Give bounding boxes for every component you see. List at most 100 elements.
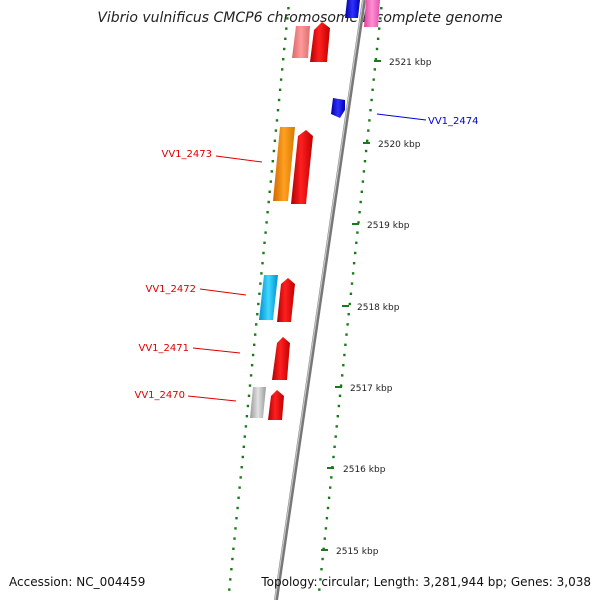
tick-mark-2517: 2517 kbp bbox=[335, 384, 393, 394]
ring-dot bbox=[241, 455, 244, 459]
gene-label-vv1-2472: VV1_2472 bbox=[146, 284, 197, 295]
ring-dot bbox=[254, 333, 257, 336]
ring-dot bbox=[251, 353, 255, 357]
ring-dot bbox=[327, 496, 331, 499]
ring-dot bbox=[285, 27, 288, 30]
ring-dot bbox=[347, 313, 350, 316]
tick-label-2517: 2517 kbp bbox=[350, 384, 393, 394]
ring-dot bbox=[362, 170, 366, 173]
ring-dot bbox=[330, 476, 333, 479]
leader-vv1-2470 bbox=[187, 395, 237, 402]
ring-dot bbox=[345, 333, 348, 336]
ring-dot bbox=[334, 435, 337, 438]
ring-dot bbox=[256, 313, 259, 316]
ring-dot bbox=[284, 37, 287, 40]
gene-vv1-2473-orange[interactable] bbox=[273, 127, 295, 201]
gene-magenta-top[interactable] bbox=[364, 0, 380, 27]
gene-vv1-2474[interactable] bbox=[331, 98, 345, 118]
ring-dot bbox=[357, 221, 360, 224]
ring-dot bbox=[373, 68, 376, 71]
ring-dot bbox=[368, 119, 371, 122]
backbone bbox=[274, 0, 366, 600]
right-tick-ring bbox=[318, 7, 383, 591]
ring-dot bbox=[235, 517, 238, 520]
ring-dot bbox=[339, 384, 343, 387]
ring-dot bbox=[264, 231, 267, 234]
leader-vv1-2471 bbox=[192, 347, 241, 354]
ring-dot bbox=[372, 78, 375, 81]
ring-dot bbox=[349, 292, 353, 295]
gene-vv1-2473-red[interactable] bbox=[291, 130, 313, 204]
ring-dot bbox=[343, 353, 346, 357]
ring-dot bbox=[378, 27, 381, 30]
ring-dot bbox=[341, 374, 344, 377]
tick-mark-2519: 2519 kbp bbox=[352, 221, 410, 231]
ring-dot bbox=[361, 180, 365, 183]
ring-dot bbox=[234, 527, 237, 530]
ring-dot bbox=[260, 272, 263, 275]
gene-vv1-2471[interactable] bbox=[272, 337, 290, 380]
ring-dot bbox=[275, 119, 279, 122]
gene-red-upper[interactable] bbox=[310, 22, 330, 62]
ring-dot bbox=[243, 435, 246, 438]
ring-dot bbox=[236, 506, 239, 510]
gene-label-vv1-2471: VV1_2471 bbox=[139, 343, 190, 354]
ring-dot bbox=[338, 394, 342, 397]
ring-dot bbox=[354, 251, 357, 255]
ring-dot bbox=[267, 200, 270, 204]
ring-dot bbox=[283, 47, 286, 51]
ring-dot bbox=[374, 58, 378, 61]
tick-label-2520: 2520 kbp bbox=[378, 140, 421, 150]
ring-dot bbox=[233, 537, 236, 540]
tick-label-2521: 2521 kbp bbox=[389, 58, 432, 68]
ring-dot bbox=[276, 109, 280, 112]
gene-vv1-2472-red[interactable] bbox=[277, 278, 295, 322]
ring-dot bbox=[261, 262, 264, 265]
ring-dot bbox=[246, 404, 250, 408]
leader-vv1-2474 bbox=[376, 113, 427, 121]
ring-dot bbox=[270, 170, 273, 173]
ring-dot bbox=[255, 323, 258, 326]
ring-dot bbox=[273, 139, 277, 142]
ring-dot bbox=[278, 88, 282, 91]
ring-dot bbox=[376, 37, 380, 40]
ring-dot bbox=[321, 557, 324, 561]
ring-dot bbox=[336, 415, 339, 418]
ring-dot bbox=[380, 7, 383, 10]
genome-summary-text: Topology: circular; Length: 3,281,944 bp… bbox=[261, 575, 591, 589]
tick-mark-2518: 2518 kbp bbox=[342, 303, 400, 313]
ring-dot bbox=[346, 323, 349, 326]
ring-dot bbox=[364, 149, 368, 153]
ring-dot bbox=[282, 58, 285, 61]
ring-dot bbox=[274, 129, 278, 132]
gene-blue-top[interactable] bbox=[345, 0, 360, 18]
tick-label-2519: 2519 kbp bbox=[367, 221, 410, 231]
ring-dot bbox=[242, 445, 245, 448]
map-title: Vibrio vulnificus CMCP6 chromosome I, co… bbox=[97, 10, 503, 26]
gene-pink-upper[interactable] bbox=[292, 26, 310, 58]
ring-dot bbox=[228, 588, 231, 591]
ring-dot bbox=[237, 496, 240, 499]
ring-dot bbox=[363, 160, 367, 163]
ring-dot bbox=[266, 211, 269, 214]
gene-vv1-2470-red[interactable] bbox=[268, 390, 284, 420]
ring-dot bbox=[375, 47, 379, 51]
accession-text: Accession: NC_004459 bbox=[9, 575, 146, 589]
ring-dot bbox=[342, 364, 345, 367]
gene-vv1-2472-cyan[interactable] bbox=[259, 275, 278, 320]
ring-dot bbox=[322, 547, 325, 550]
ring-dot bbox=[253, 343, 256, 346]
ring-dot bbox=[358, 211, 361, 214]
tick-mark-2521: 2521 kbp bbox=[374, 58, 432, 68]
leader-vv1-2473 bbox=[215, 155, 263, 163]
ring-dot bbox=[333, 445, 336, 448]
ring-dot bbox=[344, 343, 347, 346]
tick-mark-2516: 2516 kbp bbox=[327, 465, 386, 475]
ring-dot bbox=[265, 221, 268, 224]
ring-dot bbox=[259, 282, 262, 285]
ring-dot bbox=[248, 384, 252, 387]
ring-dot bbox=[369, 109, 372, 112]
gene-vv1-2470-grey[interactable] bbox=[250, 387, 266, 418]
